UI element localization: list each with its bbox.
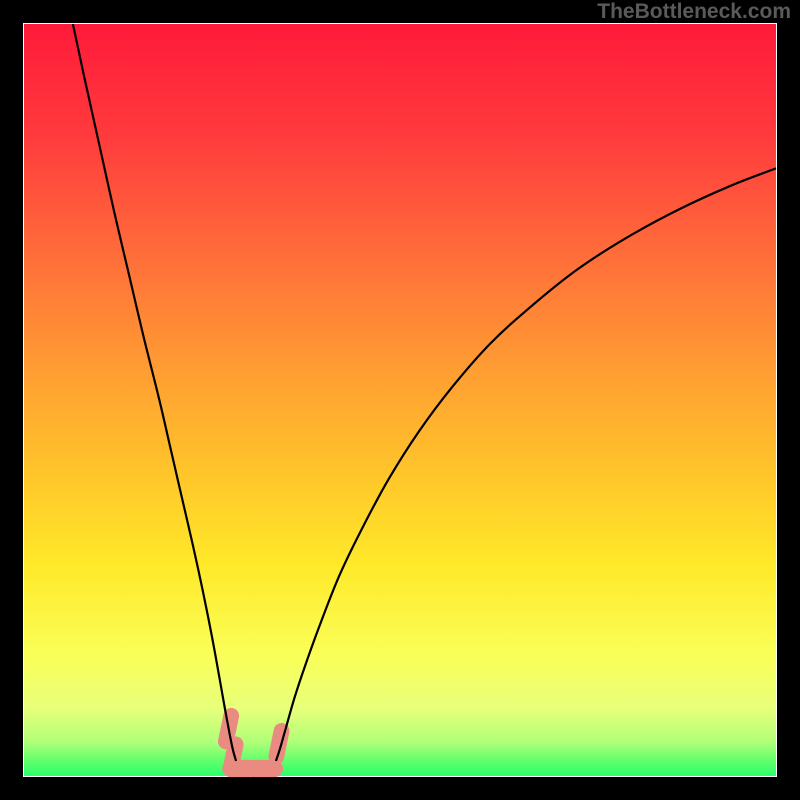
frame-left <box>0 0 23 800</box>
frame-bottom <box>0 777 800 800</box>
bottleneck-chart: TheBottleneck.com <box>0 0 800 800</box>
watermark-text: TheBottleneck.com <box>597 0 791 23</box>
frame-right <box>777 0 800 800</box>
plot-background <box>24 24 776 776</box>
